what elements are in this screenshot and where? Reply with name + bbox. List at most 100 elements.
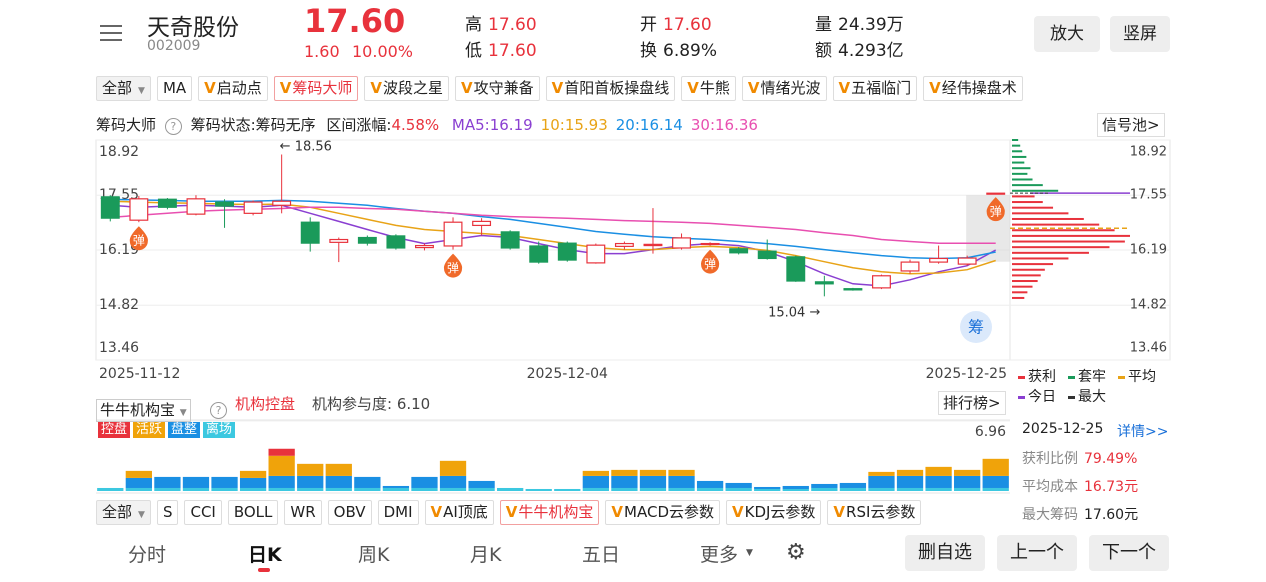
period-tab[interactable]: 日K <box>248 544 282 566</box>
chip-bar <box>1012 251 1089 254</box>
x-tick-label: 2025-11-12 <box>99 366 180 382</box>
tab[interactable]: BOLL <box>227 500 279 525</box>
info-label: 获利比例 <box>1022 451 1078 467</box>
legend-text: 平均 <box>1128 369 1156 385</box>
tab-icon: V <box>833 503 846 521</box>
sub-bar <box>354 476 381 488</box>
period-tab[interactable]: 更多 <box>700 544 739 566</box>
tab-icon: V <box>430 503 443 521</box>
header-button[interactable]: 竖屏 <box>1110 16 1170 52</box>
tab[interactable]: CCI <box>184 500 222 525</box>
legend-tag: 活跃 <box>133 422 166 438</box>
highlight-region <box>966 195 1010 262</box>
sub-bar <box>182 476 210 488</box>
tab-icon: V <box>732 503 744 521</box>
sub-bar <box>754 488 781 491</box>
sub-bar <box>611 487 638 491</box>
chip-bar <box>1012 212 1069 215</box>
rank-button[interactable]: 排行榜> <box>938 391 1006 415</box>
sub-bar <box>525 488 552 491</box>
tab[interactable]: V攻守兼备 <box>455 76 540 101</box>
candle-body <box>643 243 663 247</box>
candle-body <box>186 198 206 215</box>
help-icon[interactable]: ? <box>210 402 227 419</box>
tab-icon: V <box>370 79 382 97</box>
sub-bar <box>754 486 781 489</box>
period-tab[interactable]: 周K <box>358 544 390 566</box>
tab-icon: V <box>551 79 564 97</box>
y-tick-label: 18.92 <box>99 144 139 160</box>
tab[interactable]: V经伟操盘术 <box>923 76 1023 101</box>
stat-label: 额 <box>815 41 832 61</box>
participation: 机构参与度: 6.10 <box>312 395 431 413</box>
tab[interactable]: 全部 ▼ <box>96 76 151 101</box>
signal-marker <box>129 226 148 251</box>
ma-labels: MA5:16.19 10:15.93 20:16.14 30:16.36 <box>444 116 758 134</box>
chip-bar <box>1012 234 1130 237</box>
tab[interactable]: VRSI云参数 <box>827 500 922 525</box>
tab[interactable]: 全部 ▼ <box>96 500 151 525</box>
period-tab[interactable]: 月K <box>470 544 502 566</box>
chip-bar <box>1012 150 1023 153</box>
sub-bar <box>325 487 352 491</box>
sub-bar <box>925 487 952 491</box>
signal-pool-text: 信号池 <box>1102 116 1148 134</box>
tab-icon: V <box>204 79 216 97</box>
nav-button[interactable]: 下一个 <box>1089 535 1169 571</box>
sub-y-label: 6.96 <box>975 424 1006 440</box>
tab[interactable]: OBV <box>327 500 372 525</box>
sub-bar <box>982 458 1009 476</box>
rank-text: 排行榜 <box>943 394 989 412</box>
signal-pool-button[interactable]: 信号池> <box>1097 113 1165 137</box>
tab[interactable]: V五福临门 <box>832 76 918 101</box>
tab[interactable]: V波段之星 <box>364 76 450 101</box>
detail-link[interactable]: 详情>> <box>1117 424 1169 440</box>
y-tick-label-right: 13.46 <box>1130 341 1167 356</box>
period-tab[interactable]: 分时 <box>128 544 167 566</box>
tab[interactable]: V牛牛机构宝 <box>499 500 600 525</box>
settings-icon[interactable]: ⚙ <box>786 540 806 565</box>
tab[interactable]: S <box>156 500 179 525</box>
menu-icon[interactable] <box>100 22 122 41</box>
tab[interactable]: DMI <box>377 500 419 525</box>
sub-bar <box>125 487 152 491</box>
chip-bar <box>1012 167 1031 170</box>
tab[interactable]: V启动点 <box>198 76 268 101</box>
sub-bar <box>811 483 838 488</box>
sub-bar <box>382 487 410 491</box>
info-value: 17.60元 <box>1084 507 1139 523</box>
tab-text: 五福临门 <box>851 79 912 97</box>
sub-bar <box>925 466 952 476</box>
tab[interactable]: V首阳首板操盘线 <box>545 76 676 101</box>
candle-body <box>757 250 777 260</box>
tab[interactable]: V筹码大师 <box>273 76 359 101</box>
nav-button[interactable]: 上一个 <box>997 535 1077 571</box>
tab[interactable]: WR <box>284 500 322 525</box>
candle-body <box>872 275 891 289</box>
tab-text: 牛熊 <box>699 79 730 97</box>
header-button[interactable]: 放大 <box>1034 16 1100 52</box>
tab[interactable]: V情绪光波 <box>741 76 827 101</box>
tab[interactable]: VAI顶底 <box>424 500 494 525</box>
tab-text: KDJ云参数 <box>744 503 816 521</box>
tab[interactable]: VKDJ云参数 <box>726 500 822 525</box>
stat: 换 6.89% <box>640 36 717 61</box>
tab-icon: V <box>838 79 851 97</box>
help-icon[interactable]: ? <box>164 118 182 135</box>
period-tab[interactable]: 五日 <box>582 544 621 566</box>
tab-text: 经伟操盘术 <box>941 79 1017 97</box>
tab-text: RSI云参数 <box>846 503 916 521</box>
tab[interactable]: V牛熊 <box>681 76 736 101</box>
sub-bar <box>211 487 238 491</box>
tab[interactable]: VMACD云参数 <box>605 500 720 525</box>
dropdown-icon: ▼ <box>746 548 753 558</box>
tab[interactable]: MA <box>156 76 193 101</box>
sub-bar <box>239 470 267 478</box>
tab-text: 牛牛机构宝 <box>518 503 594 521</box>
selected-underline <box>258 568 270 572</box>
legend-item: 获利 <box>1018 366 1056 386</box>
sub-bar <box>268 487 295 491</box>
nav-button[interactable]: 删自选 <box>905 535 985 571</box>
sub-indicator-select[interactable]: 牛牛机构宝 ▼ <box>96 399 191 422</box>
